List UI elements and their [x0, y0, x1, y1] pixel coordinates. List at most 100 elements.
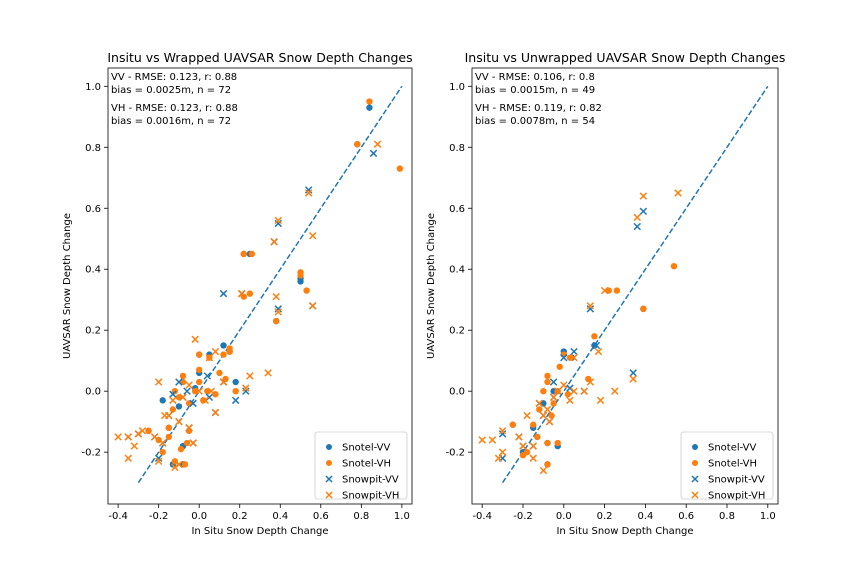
data-point — [544, 378, 551, 386]
legend-marker — [692, 460, 698, 466]
data-point — [633, 222, 641, 231]
y-tick-label: 1.0 — [449, 82, 465, 93]
data-point — [539, 411, 548, 420]
y-tick-label: 0.4 — [85, 265, 101, 276]
data-point — [611, 387, 619, 395]
data-point — [594, 347, 603, 356]
y-tick-label: 0.0 — [85, 387, 101, 398]
data-point — [373, 140, 382, 148]
data-point — [175, 403, 183, 410]
data-point — [232, 378, 239, 386]
data-point — [165, 433, 172, 441]
data-point — [586, 302, 595, 310]
data-point — [154, 454, 163, 462]
data-point — [200, 397, 207, 404]
data-point — [297, 278, 304, 285]
data-point — [556, 363, 563, 370]
data-point — [629, 369, 637, 377]
data-point — [220, 342, 227, 349]
data-point — [238, 289, 246, 298]
y-tick-label: 0.6 — [85, 204, 101, 215]
data-point — [134, 430, 143, 438]
legend-label: Snowpit-VH — [708, 491, 765, 502]
data-point — [201, 396, 210, 405]
data-point — [530, 421, 537, 428]
data-point — [232, 387, 239, 395]
data-point — [297, 269, 304, 276]
x-tick-label: 0.8 — [353, 511, 369, 522]
legend-label: Snowpit-VH — [342, 491, 399, 502]
data-point — [177, 445, 185, 453]
data-point — [519, 452, 527, 459]
data-point — [231, 396, 240, 405]
x-tick-label: 0.6 — [678, 511, 694, 522]
data-point — [169, 396, 177, 405]
legend-label: Snowpit-VV — [342, 475, 399, 486]
data-point — [169, 406, 177, 413]
legend-label: Snotel-VV — [708, 443, 757, 454]
data-point — [161, 411, 169, 420]
data-point — [308, 231, 317, 240]
series-snotel-vh — [145, 98, 404, 468]
y-tick-label: 1.0 — [85, 82, 101, 93]
data-point — [216, 369, 223, 377]
x-tick-label: 1.0 — [760, 511, 776, 522]
data-point — [543, 405, 552, 414]
data-point — [169, 390, 177, 398]
data-point — [498, 427, 507, 435]
x-tick-label: -0.2 — [149, 511, 169, 522]
data-point — [544, 439, 551, 447]
data-point — [670, 262, 678, 270]
data-point — [196, 351, 203, 358]
legend-marker — [691, 475, 699, 483]
data-point — [544, 372, 551, 380]
x-tick-label: 0.6 — [313, 511, 329, 522]
data-point — [220, 351, 227, 358]
data-point — [509, 421, 516, 428]
chart-title: Insitu vs Unwrapped UAVSAR Snow Depth Ch… — [465, 50, 786, 65]
data-point — [549, 378, 558, 386]
x-tick-label: 0.2 — [597, 511, 613, 522]
data-point — [124, 433, 132, 441]
data-point — [629, 375, 637, 383]
data-point — [183, 387, 191, 395]
x-tick-label: -0.2 — [513, 511, 533, 522]
series-snotel-vv — [145, 104, 373, 468]
data-point — [226, 345, 233, 352]
data-point — [529, 454, 537, 462]
data-point — [175, 417, 183, 426]
data-point — [145, 427, 152, 435]
data-point — [639, 207, 648, 216]
data-point — [596, 396, 605, 405]
y-tick-label: 0.2 — [85, 326, 101, 337]
data-point — [191, 335, 199, 344]
data-point — [366, 98, 373, 105]
data-point — [124, 454, 132, 462]
data-point — [242, 384, 250, 392]
data-point — [154, 457, 163, 466]
data-point — [639, 192, 648, 200]
series-snowpit-vh — [114, 140, 382, 472]
data-point — [553, 387, 562, 395]
data-point — [274, 305, 282, 313]
data-point — [550, 400, 557, 407]
data-point — [165, 424, 172, 431]
data-point — [189, 439, 197, 447]
data-point — [189, 399, 197, 408]
x-tick-label: 0.4 — [637, 511, 653, 522]
chart-panel-2: Insitu vs Unwrapped UAVSAR Snow Depth Ch… — [426, 50, 785, 537]
data-point — [130, 442, 139, 450]
legend-marker — [325, 491, 333, 499]
data-point — [591, 333, 598, 340]
data-point — [246, 290, 254, 297]
data-point — [273, 317, 280, 325]
x-tick-label: -0.4 — [108, 511, 128, 522]
data-point — [246, 372, 254, 380]
data-point — [536, 406, 543, 413]
legend-label: Snotel-VH — [708, 459, 757, 470]
data-point — [219, 378, 228, 386]
data-point — [196, 378, 203, 386]
data-point — [274, 216, 282, 225]
data-point — [354, 141, 361, 148]
legend-label: Snotel-VV — [342, 443, 391, 454]
